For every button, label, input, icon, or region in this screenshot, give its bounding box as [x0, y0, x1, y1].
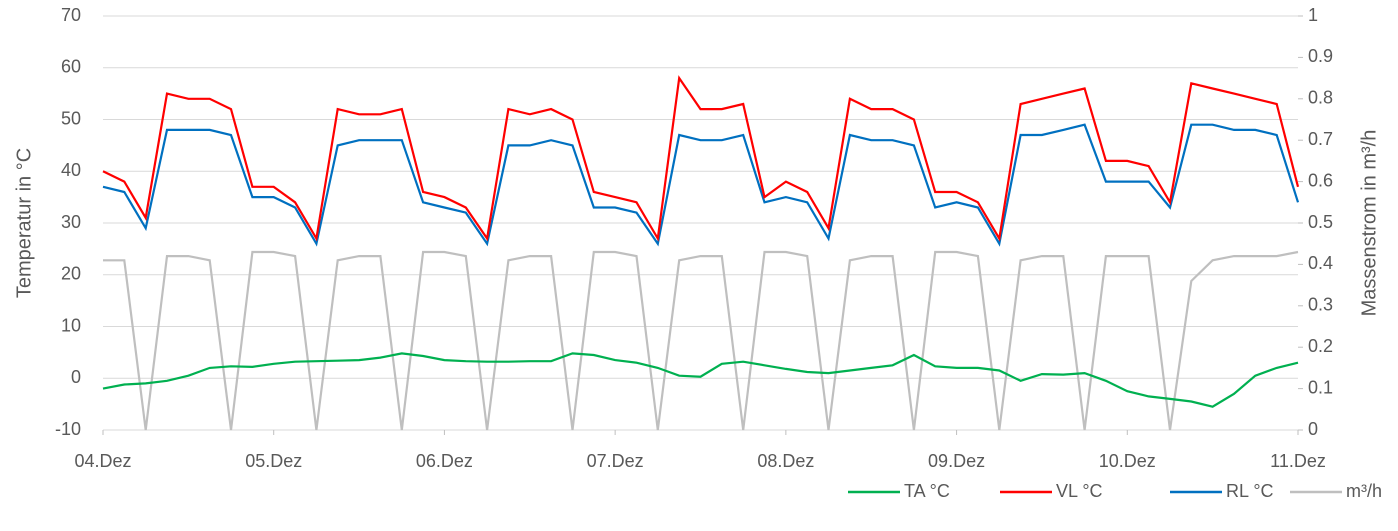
y-tick-label: 60 — [61, 57, 81, 77]
legend-label: RL °C — [1226, 481, 1274, 501]
series-line — [103, 250, 1299, 431]
y2-tick-label: 0.2 — [1308, 336, 1333, 356]
y2-axis-label: Massenstrom in m³/h — [1358, 130, 1380, 317]
x-tick-label: 05.Dez — [245, 451, 302, 471]
y-tick-label: 70 — [61, 5, 81, 25]
x-tick-label: 09.Dez — [928, 451, 985, 471]
y2-tick-label: 0 — [1308, 419, 1318, 439]
y-axis-label: Temperatur in °C — [13, 148, 35, 298]
y2-tick-label: 1 — [1308, 5, 1318, 25]
y2-tick-label: 0.8 — [1308, 88, 1333, 108]
x-tick-label: 10.Dez — [1099, 451, 1156, 471]
x-tick-label: 06.Dez — [416, 451, 473, 471]
y2-tick-label: 0.6 — [1308, 170, 1333, 190]
legend-label: VL °C — [1056, 481, 1103, 501]
y2-tick-label: 0.1 — [1308, 377, 1333, 397]
legend-label: TA °C — [904, 481, 950, 501]
y2-tick-label: 0.4 — [1308, 253, 1333, 273]
y-tick-label: 50 — [61, 108, 81, 128]
y-tick-label: 40 — [61, 160, 81, 180]
series-line — [102, 352, 1299, 408]
x-tick-label: 11.Dez — [1270, 451, 1326, 471]
y-tick-label: 0 — [71, 367, 81, 387]
y-tick-label: 10 — [61, 315, 81, 335]
y2-tick-label: 0.9 — [1308, 46, 1333, 66]
y2-tick-label: 0.5 — [1308, 212, 1333, 232]
x-tick-label: 08.Dez — [757, 451, 814, 471]
y-tick-label: -10 — [55, 419, 81, 439]
y2-tick-label: 0.3 — [1308, 295, 1333, 315]
legend-label: m³/h — [1346, 481, 1382, 501]
series-line — [102, 75, 1300, 242]
series-line — [102, 123, 1300, 247]
y2-tick-label: 0.7 — [1308, 129, 1333, 149]
y-tick-label: 30 — [61, 212, 81, 232]
x-tick-label: 04.Dez — [74, 451, 131, 471]
y-tick-label: 20 — [61, 264, 81, 284]
x-tick-label: 07.Dez — [587, 451, 644, 471]
